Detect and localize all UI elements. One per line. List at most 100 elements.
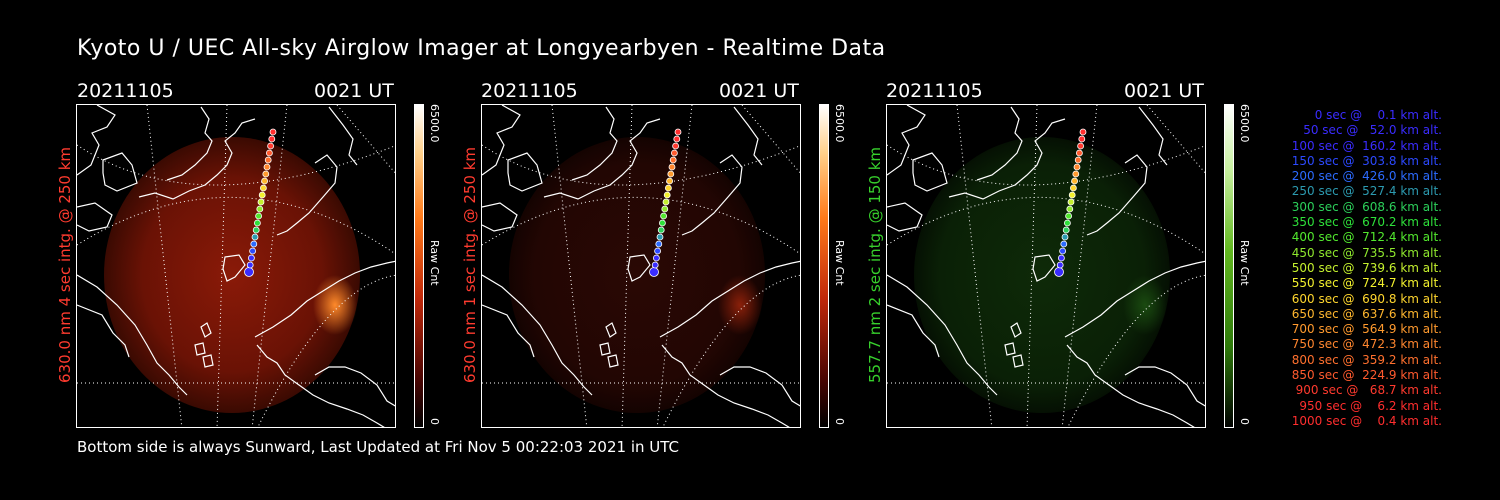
trajectory-dot: [257, 198, 265, 206]
legend-item: 600 sec @ 690.8 km alt.: [1291, 291, 1442, 306]
legend-item: 300 sec @ 608.6 km alt.: [1291, 199, 1442, 214]
sky-glow: [104, 137, 360, 413]
graticule: [887, 105, 1205, 427]
panel-1-colorbar: [414, 104, 424, 428]
trajectory-dot: [252, 226, 260, 234]
coastline: [77, 105, 395, 427]
legend-item: 250 sec @ 527.4 km alt.: [1291, 184, 1442, 199]
legend-item: 700 sec @ 564.9 km alt.: [1291, 322, 1442, 337]
legend-item: 150 sec @ 303.8 km alt.: [1291, 153, 1442, 168]
trajectory-dot: [1057, 254, 1065, 262]
legend-item: 200 sec @ 426.0 km alt.: [1291, 169, 1442, 184]
trajectory-dot: [249, 247, 257, 255]
panel-1-time: 0021 UT: [314, 80, 394, 102]
legend-item: 650 sec @ 637.6 km alt.: [1291, 306, 1442, 321]
panel-2-colorbar-min: 0: [833, 418, 846, 425]
trajectory-dot: [657, 226, 665, 234]
trajectory-dot: [652, 254, 660, 262]
trajectory-dot: [258, 191, 266, 199]
legend-item: 500 sec @ 739.6 km alt.: [1291, 260, 1442, 275]
trajectory-dot: [1068, 191, 1076, 199]
trajectory-dot: [664, 184, 672, 192]
trajectory-dot: [253, 219, 261, 227]
allsky-image-svg: [482, 105, 800, 427]
trajectory-dot: [255, 212, 263, 220]
legend-item: 450 sec @ 735.5 km alt.: [1291, 245, 1442, 260]
panel-2-image: [481, 104, 801, 428]
coastline: [887, 105, 1205, 427]
panel-3-colorbar-unit: Raw Cnt: [1238, 240, 1251, 286]
sky-glow: [509, 137, 765, 413]
trajectory-dot: [1069, 184, 1077, 192]
legend-item: 550 sec @ 724.7 km alt.: [1291, 276, 1442, 291]
trajectory-dot: [666, 177, 674, 185]
allsky-image-svg: [77, 105, 395, 427]
allsky-image-svg: [887, 105, 1205, 427]
trajectory-dot: [1071, 177, 1079, 185]
trajectory-dot: [259, 184, 267, 192]
legend-item: 100 sec @ 160.2 km alt.: [1291, 138, 1442, 153]
panel-2-colorbar: [819, 104, 829, 428]
panel-3-time: 0021 UT: [1124, 80, 1204, 102]
trajectory-dot: [268, 135, 276, 143]
trajectory-dot: [1063, 219, 1071, 227]
panel-3-side-label: 557.7 nm 2 sec intg. @ 150 km: [866, 146, 884, 383]
panel-2-side-label: 630.0 nm 1 sec intg. @ 250 km: [461, 146, 479, 383]
graticule: [482, 105, 800, 427]
trajectory-dot: [267, 142, 275, 150]
trajectory-dot: [667, 170, 675, 178]
page-title: Kyoto U / UEC All-sky Airglow Imager at …: [77, 36, 886, 61]
panel-3-colorbar: [1224, 104, 1234, 428]
panel-2-colorbar-unit: Raw Cnt: [833, 240, 846, 286]
panel-2-colorbar-max: 6500.0: [833, 104, 846, 143]
trajectory-dot: [1078, 135, 1086, 143]
trajectory-dot: [651, 261, 659, 269]
trajectory-legend: 0 sec @ 0.1 km alt. 50 sec @ 52.0 km alt.…: [1262, 108, 1442, 429]
panel-1-side-label: 630.0 nm 4 sec intg. @ 250 km: [56, 146, 74, 383]
trajectory-dot: [1075, 149, 1083, 157]
footer-note: Bottom side is always Sunward, Last Upda…: [77, 438, 679, 456]
panel-3-colorbar-min: 0: [1238, 418, 1251, 425]
panel-1-date: 20211105: [77, 80, 174, 102]
legend-item: 50 sec @ 52.0 km alt.: [1303, 123, 1442, 138]
trajectory-dot: [660, 212, 668, 220]
panel-3-colorbar-max: 6500.0: [1238, 104, 1251, 143]
trajectory-dot: [649, 267, 659, 277]
trajectory-dot: [663, 191, 671, 199]
trajectory-dot: [244, 267, 254, 277]
trajectory-dot: [269, 128, 277, 136]
panel-1-colorbar-min: 0: [428, 418, 441, 425]
panel-1-image: [76, 104, 396, 428]
trajectory-dot: [673, 135, 681, 143]
trajectory-dot: [256, 205, 264, 213]
trajectory-dot: [670, 149, 678, 157]
coastline: [482, 105, 800, 427]
trajectory-dot: [1059, 247, 1067, 255]
trajectory-dot: [1067, 198, 1075, 206]
trajectory-dot: [251, 233, 259, 241]
trajectory-dot: [1066, 205, 1074, 213]
trajectory-dot: [263, 163, 271, 171]
legend-item: 400 sec @ 712.4 km alt.: [1291, 230, 1442, 245]
panel-2-time: 0021 UT: [719, 80, 799, 102]
trajectory-dot: [1056, 261, 1064, 269]
trajectory-dot: [1062, 226, 1070, 234]
legend-item: 900 sec @ 68.7 km alt.: [1295, 383, 1442, 398]
legend-item: 0 sec @ 0.1 km alt.: [1314, 108, 1442, 122]
trajectory-dot: [1061, 233, 1069, 241]
panel-2-date: 20211105: [481, 80, 578, 102]
trajectory-dot: [265, 149, 273, 157]
trajectory-dot: [661, 205, 669, 213]
trajectory-dot: [1077, 142, 1085, 150]
trajectory-dot: [262, 170, 270, 178]
trajectory-dot: [1073, 163, 1081, 171]
trajectory-dot: [261, 177, 269, 185]
trajectory-dot: [264, 156, 272, 164]
trajectory-dot: [662, 198, 670, 206]
trajectory-dot: [672, 142, 680, 150]
trajectory-dot: [1072, 170, 1080, 178]
trajectory-dot: [250, 240, 258, 248]
trajectory-dot: [658, 219, 666, 227]
trajectory-dot: [668, 163, 676, 171]
trajectory-dot: [656, 233, 664, 241]
